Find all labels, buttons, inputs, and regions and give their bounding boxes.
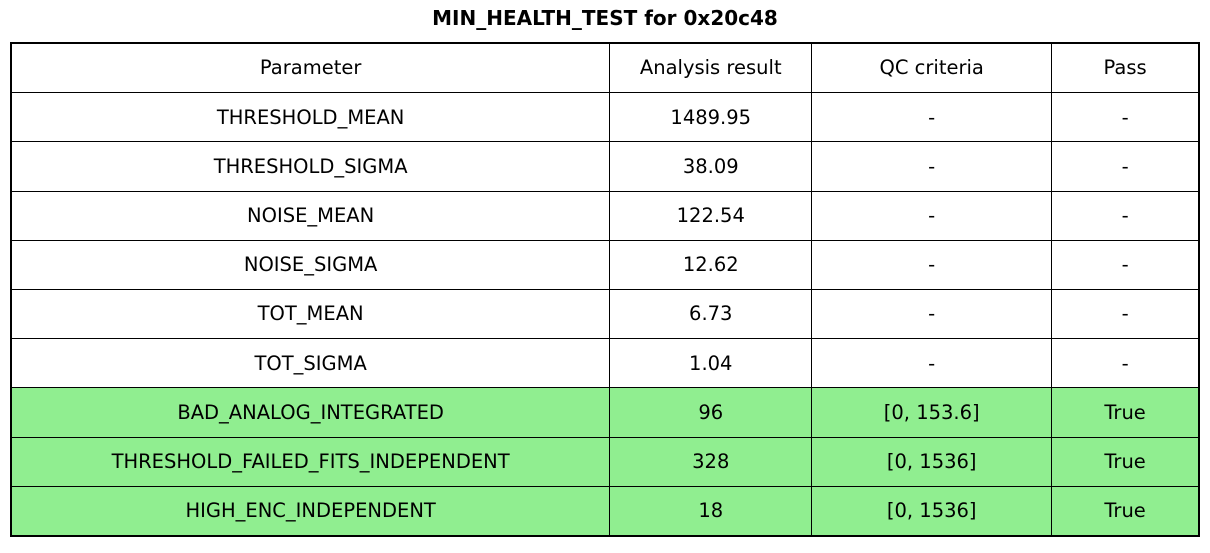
table-row: TOT_MEAN 6.73 - - — [10, 288, 1200, 340]
cell-qc-criteria: - — [811, 141, 1053, 192]
table-row-highlighted: BAD_ANALOG_INTEGRATED 96 [0, 153.6] True — [10, 387, 1200, 438]
table-row-highlighted: THRESHOLD_FAILED_FITS_INDEPENDENT 328 [0… — [10, 436, 1200, 487]
cell-qc-criteria: [0, 1536] — [811, 485, 1053, 537]
table-row-highlighted: HIGH_ENC_INDEPENDENT 18 [0, 1536] True — [10, 485, 1200, 537]
cell-pass: - — [1051, 190, 1200, 241]
cell-qc-criteria: - — [811, 288, 1053, 340]
cell-qc-criteria: [0, 153.6] — [811, 387, 1053, 438]
table-row: NOISE_SIGMA 12.62 - - — [10, 239, 1200, 290]
table-row: THRESHOLD_SIGMA 38.09 - - — [10, 141, 1200, 192]
header-row: Parameter Analysis result QC criteria Pa… — [10, 42, 1200, 94]
table-row: TOT_SIGMA 1.04 - - — [10, 338, 1200, 389]
cell-analysis-result: 12.62 — [609, 239, 813, 290]
cell-pass: True — [1051, 387, 1200, 438]
cell-parameter: THRESHOLD_SIGMA — [10, 141, 611, 192]
cell-analysis-result: 1489.95 — [609, 92, 813, 143]
cell-qc-criteria: - — [811, 239, 1053, 290]
cell-parameter: THRESHOLD_FAILED_FITS_INDEPENDENT — [10, 436, 611, 487]
cell-pass: True — [1051, 485, 1200, 537]
column-header-parameter: Parameter — [10, 42, 611, 94]
cell-pass: - — [1051, 92, 1200, 143]
cell-pass: - — [1051, 239, 1200, 290]
cell-parameter: BAD_ANALOG_INTEGRATED — [10, 387, 611, 438]
table-row: NOISE_MEAN 122.54 - - — [10, 190, 1200, 241]
column-header-qc-criteria: QC criteria — [811, 42, 1053, 94]
cell-parameter: THRESHOLD_MEAN — [10, 92, 611, 143]
column-header-analysis-result: Analysis result — [609, 42, 813, 94]
cell-qc-criteria: [0, 1536] — [811, 436, 1053, 487]
cell-pass: True — [1051, 436, 1200, 487]
cell-analysis-result: 38.09 — [609, 141, 813, 192]
cell-analysis-result: 18 — [609, 485, 813, 537]
table-row: THRESHOLD_MEAN 1489.95 - - — [10, 92, 1200, 143]
cell-analysis-result: 328 — [609, 436, 813, 487]
cell-parameter: HIGH_ENC_INDEPENDENT — [10, 485, 611, 537]
cell-analysis-result: 96 — [609, 387, 813, 438]
cell-pass: - — [1051, 338, 1200, 389]
column-header-pass: Pass — [1051, 42, 1200, 94]
cell-pass: - — [1051, 141, 1200, 192]
cell-parameter: TOT_MEAN — [10, 288, 611, 340]
cell-qc-criteria: - — [811, 92, 1053, 143]
qc-results-table: Parameter Analysis result QC criteria Pa… — [10, 42, 1200, 537]
page-title: MIN_HEALTH_TEST for 0x20c48 — [432, 6, 778, 30]
cell-analysis-result: 1.04 — [609, 338, 813, 389]
cell-analysis-result: 6.73 — [609, 288, 813, 340]
cell-parameter: NOISE_MEAN — [10, 190, 611, 241]
cell-pass: - — [1051, 288, 1200, 340]
cell-qc-criteria: - — [811, 190, 1053, 241]
cell-parameter: NOISE_SIGMA — [10, 239, 611, 290]
cell-qc-criteria: - — [811, 338, 1053, 389]
cell-parameter: TOT_SIGMA — [10, 338, 611, 389]
cell-analysis-result: 122.54 — [609, 190, 813, 241]
